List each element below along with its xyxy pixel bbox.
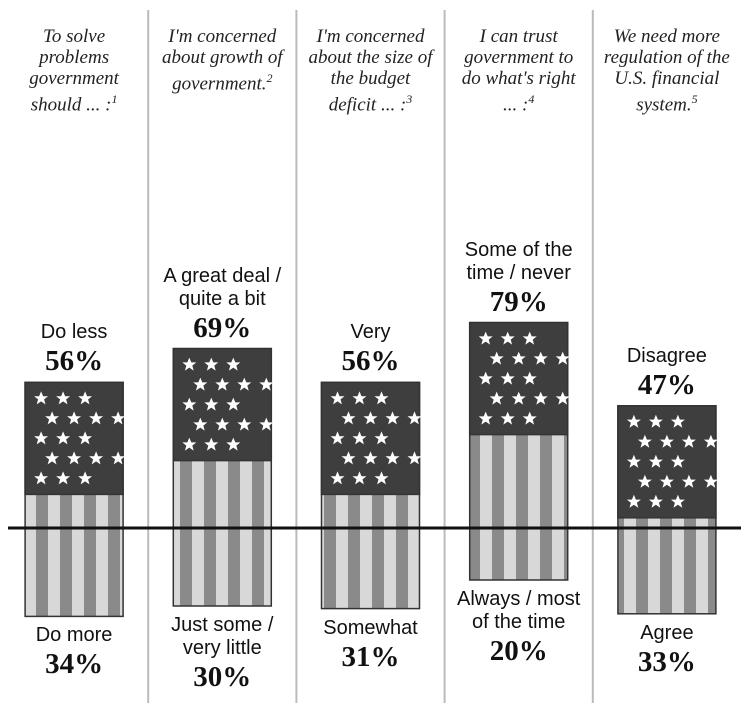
question-text: I can trust government to do what's righ…: [461, 26, 576, 116]
category-label: A great deal / quite a bit: [163, 264, 282, 310]
category-label: Disagree: [626, 344, 707, 367]
category-label: Always / most of the time: [457, 588, 581, 633]
footnote: 4: [528, 92, 535, 106]
bottom-label: Somewhat 31%: [303, 617, 439, 674]
question: To solve problems government should ... …: [9, 26, 139, 115]
value-label: 34%: [45, 648, 104, 681]
question-text: I'm concerned about growth of government…: [161, 26, 283, 95]
bar: [320, 527, 421, 610]
value-label: 31%: [341, 640, 400, 673]
value-label: 47%: [637, 368, 696, 401]
top-label: Very 56%: [303, 321, 439, 378]
question: I'm concerned about growth of government…: [157, 26, 287, 94]
top-label: A great deal / quite a bit 69%: [154, 265, 290, 345]
value-label: 56%: [45, 345, 104, 378]
value-label: 20%: [489, 635, 548, 667]
category-label: Do less: [40, 321, 108, 344]
bottom-label: Do more 34%: [6, 624, 142, 681]
category-label: Do more: [35, 624, 113, 647]
bar: [24, 527, 124, 618]
value-label: 33%: [637, 645, 696, 678]
bottom-label: Always / most of the time 20%: [451, 588, 587, 668]
question: I'm concerned about the size of the budg…: [306, 26, 436, 115]
value-label: 79%: [489, 285, 548, 318]
top-label: Some of the time / never 79%: [451, 239, 587, 319]
question-text: We need more regulation of the U.S. fina…: [603, 26, 730, 116]
question: We need more regulation of the U.S. fina…: [602, 26, 732, 115]
category-label: Very: [350, 321, 391, 344]
category-label: Just some / very little: [171, 614, 274, 659]
bar: [468, 527, 569, 581]
question: I can trust government to do what's righ…: [454, 26, 584, 115]
category-label: Some of the time / never: [464, 238, 573, 284]
bar: [172, 527, 273, 607]
question-text: To solve problems government should ... …: [29, 26, 119, 116]
footnote: 1: [111, 92, 118, 106]
category-label: Agree: [640, 621, 694, 644]
value-label: 30%: [193, 661, 252, 693]
bottom-label: Agree 33%: [599, 622, 735, 679]
value-label: 69%: [193, 311, 252, 344]
bottom-label: Just some / very little 30%: [154, 614, 290, 694]
footnote: 5: [691, 92, 698, 106]
category-label: Somewhat: [323, 616, 418, 639]
top-label: Do less 56%: [6, 321, 142, 378]
footnote: 2: [266, 71, 273, 85]
footnote: 3: [406, 92, 413, 106]
bar: [617, 527, 717, 615]
value-label: 56%: [341, 345, 400, 378]
question-text: I'm concerned about the size of the budg…: [308, 26, 433, 116]
top-label: Disagree 47%: [599, 345, 735, 402]
